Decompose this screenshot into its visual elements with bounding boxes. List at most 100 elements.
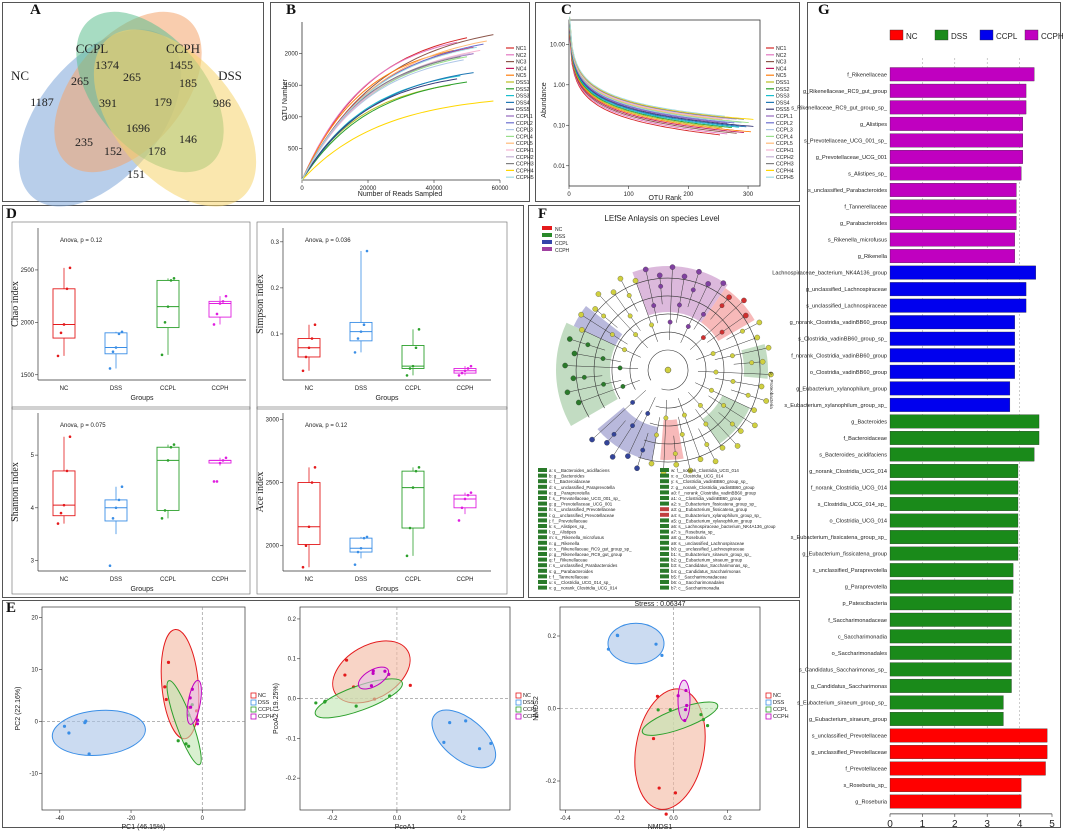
data-point — [215, 480, 219, 483]
rarefaction-curve-ccph1 — [301, 49, 481, 181]
bar-label: g_Eubacterium_xylanophilum_group — [796, 386, 887, 392]
cladogram-branch — [714, 347, 769, 360]
key-swatch — [538, 524, 547, 528]
legend-label: NC4 — [776, 66, 786, 72]
legend-label: CCPH — [1041, 32, 1064, 41]
legend-swatch — [542, 233, 552, 237]
tick-label: 5 — [31, 453, 35, 459]
cladogram-rotated-label: p__Proteobacteria — [769, 372, 774, 409]
key-swatch — [660, 484, 669, 489]
rarefaction-curve-dss1 — [301, 84, 451, 181]
venn-region-count: 146 — [179, 132, 197, 146]
data-point — [117, 332, 121, 336]
legend-label: CCPH4 — [516, 168, 534, 174]
cladogram-node — [743, 312, 749, 319]
sample-point — [664, 812, 668, 816]
key-text-right: a2: s__Eubacterium_fissicatena_group_sp_ — [671, 502, 757, 507]
lda-bar — [889, 612, 1012, 627]
tick-label: 2000 — [285, 52, 299, 58]
bar-label: c_Saccharimonadia — [838, 634, 888, 640]
cladogram-node — [633, 332, 638, 337]
data-point — [163, 321, 167, 324]
venn-set-label: NC — [11, 68, 29, 83]
data-point — [169, 279, 173, 282]
rank-curve-ccph3 — [569, 17, 744, 120]
legend-label: NC — [906, 32, 918, 41]
data-point — [469, 364, 473, 368]
box-iqr — [52, 288, 76, 339]
clade-highlight — [701, 288, 755, 341]
lda-bar — [889, 678, 1012, 693]
bar-label: s_Prevotellaceae_UCG_001_sp_ — [804, 138, 888, 144]
data-point — [212, 480, 216, 483]
bar-label: g_norank_Clostridia_vadinBB60_group — [790, 320, 887, 326]
cladogram-node — [663, 415, 669, 421]
cladogram-node — [758, 383, 765, 390]
key-text-right: a0: f__norank_Clostridia_vadinBB60_group — [671, 490, 757, 495]
data-point — [411, 486, 415, 489]
lda-bar — [889, 166, 1022, 181]
sample-point — [166, 660, 171, 664]
cladogram-node — [630, 400, 635, 405]
cladogram-node — [712, 458, 719, 465]
cladogram-node — [651, 303, 657, 308]
tick-label: 200 — [683, 192, 694, 198]
venn-ellipse-dss — [93, 29, 257, 207]
venn-region-count: 179 — [154, 95, 172, 109]
lda-bar — [889, 364, 1015, 379]
rarefaction-curve-nc4 — [301, 46, 474, 181]
cladogram-node — [759, 358, 766, 365]
tick-label: 2000 — [21, 320, 35, 326]
key-swatch — [660, 468, 669, 472]
sample-point — [187, 744, 191, 748]
tick-label: 4 — [1017, 819, 1023, 830]
rarefaction-curve-ccph2 — [301, 53, 471, 181]
cladogram-node — [632, 277, 639, 284]
tick-label: 0.1 — [271, 332, 280, 338]
data-point — [224, 294, 228, 298]
key-swatch — [538, 501, 547, 506]
legend-label: CCPL4 — [516, 134, 533, 140]
group-tick-label: NC — [305, 577, 314, 583]
legend-label: CCPL — [258, 707, 273, 713]
group-ellipse — [51, 709, 146, 756]
group-tick-label: CCPL — [160, 577, 177, 583]
group-tick-label: CCPH — [211, 577, 228, 583]
x-axis-label: OTU Rank — [648, 195, 682, 202]
venn-set-label: CCPH — [166, 41, 200, 56]
key-swatch — [660, 568, 669, 573]
legend-label: CCPL1 — [776, 114, 793, 120]
tick-label: 0 — [35, 720, 39, 726]
data-point — [408, 367, 412, 370]
data-point — [304, 544, 308, 548]
sample-point — [683, 718, 687, 723]
data-point — [172, 277, 176, 280]
sample-point — [343, 673, 347, 677]
sample-point — [163, 685, 167, 689]
key-text-right: a1: o__Clostridia_vadinBB60_group — [671, 496, 742, 501]
data-point — [212, 323, 216, 326]
bar-label: s_unclassified_Prevotellaceae — [812, 733, 887, 739]
key-text-right: z: g__norank_Clostridia_vadinBB60_group — [671, 485, 755, 490]
key-swatch — [660, 507, 669, 512]
tick-label: 1500 — [21, 373, 35, 379]
data-point — [108, 367, 112, 370]
sample-point — [668, 708, 672, 712]
lda-bar — [889, 149, 1023, 164]
panel-label-b: B — [286, 2, 297, 18]
cladogram-node — [622, 347, 627, 353]
key-swatch — [660, 512, 669, 517]
rarefaction-curve-ccpl4 — [301, 56, 468, 181]
tick-label: 0.0 — [288, 697, 297, 703]
legend-label: CCPH3 — [776, 162, 794, 168]
key-text-right: b3: s__Candidatus_Saccharimonas_sp_ — [671, 563, 750, 568]
box-iqr — [208, 300, 232, 318]
lda-bar — [889, 232, 1015, 247]
cladogram-node — [672, 451, 678, 457]
key-swatch — [538, 496, 547, 500]
sample-point — [660, 653, 664, 657]
rank-curve-ccph2 — [569, 18, 737, 120]
cladogram-branch — [696, 337, 758, 360]
data-point — [307, 525, 311, 529]
sample-point — [448, 720, 452, 725]
